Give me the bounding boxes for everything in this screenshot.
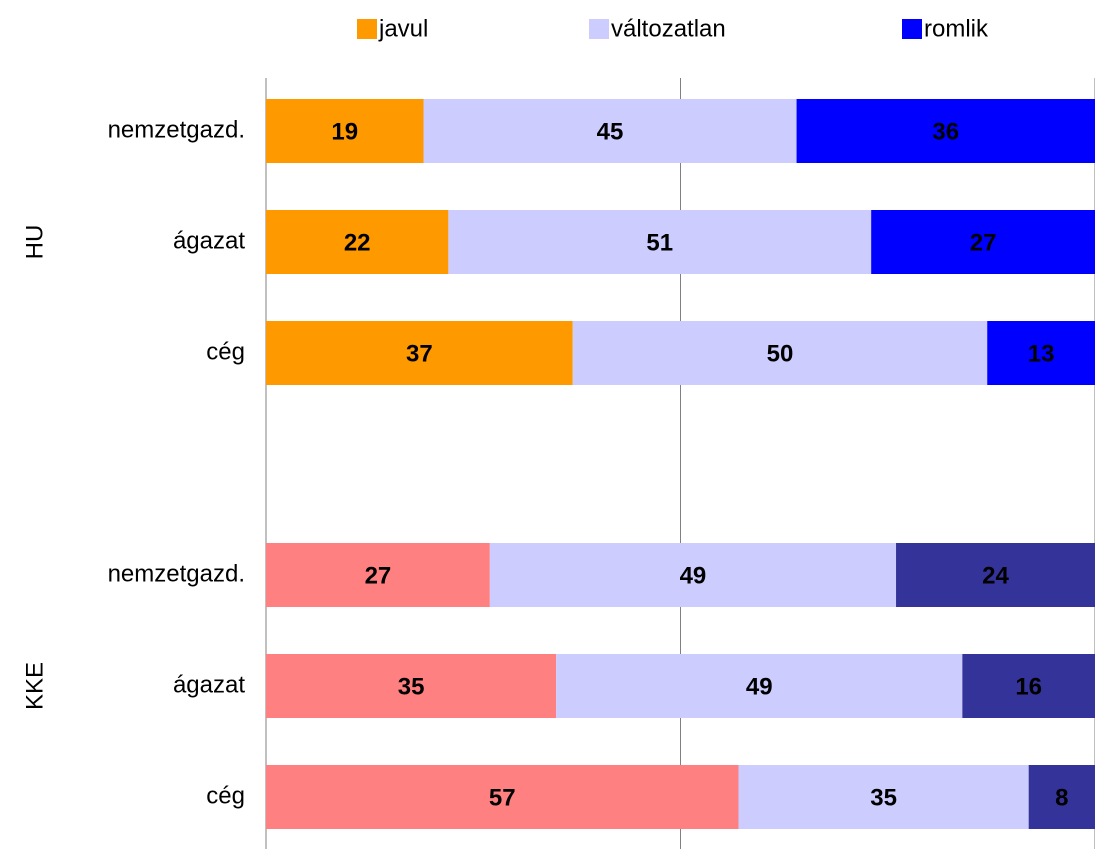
value-label: 13	[1028, 340, 1055, 367]
value-label: 19	[331, 118, 358, 145]
bar-segment	[572, 321, 988, 385]
value-label: 22	[344, 229, 371, 256]
bar-segment	[266, 321, 573, 385]
bar-segment	[489, 543, 897, 607]
value-label: 24	[982, 562, 1009, 589]
legend-swatch	[589, 19, 609, 39]
bar-segment	[896, 543, 1095, 607]
category-label: cég	[206, 782, 245, 809]
value-label: 45	[597, 118, 624, 145]
value-label: 49	[746, 673, 773, 700]
value-label: 51	[646, 229, 673, 256]
bar-segment	[266, 543, 490, 607]
value-label: 50	[767, 340, 794, 367]
bar-segment	[266, 765, 739, 829]
bar-segment	[556, 654, 963, 718]
bar-segment	[266, 210, 449, 274]
bar-segment	[1028, 765, 1095, 829]
category-label: cég	[206, 338, 245, 365]
bar-segment	[423, 99, 797, 163]
value-label: 16	[1015, 673, 1042, 700]
value-label: 8	[1055, 784, 1068, 811]
bar-segment	[871, 210, 1095, 274]
group-label: KKE	[21, 662, 48, 710]
bar-segment	[962, 654, 1095, 718]
category-label: ágazat	[173, 671, 245, 698]
value-label: 37	[406, 340, 433, 367]
value-label: 57	[489, 784, 516, 811]
legend-swatch	[357, 19, 377, 39]
value-label: 27	[365, 562, 392, 589]
bar-segment	[796, 99, 1095, 163]
category-label: nemzetgazd.	[108, 116, 245, 143]
legend-label: változatlan	[611, 15, 726, 42]
value-label: 35	[398, 673, 425, 700]
value-label: 49	[680, 562, 707, 589]
bar-segment	[266, 654, 557, 718]
category-label: nemzetgazd.	[108, 560, 245, 587]
value-label: 27	[970, 229, 997, 256]
legend-swatch	[902, 19, 922, 39]
bar-segment	[266, 99, 424, 163]
category-label: ágazat	[173, 227, 245, 254]
bar-segment	[448, 210, 872, 274]
value-label: 36	[932, 118, 959, 145]
value-label: 35	[870, 784, 897, 811]
group-label: HU	[21, 225, 48, 260]
legend-label: javul	[378, 15, 428, 42]
bar-segment	[738, 765, 1029, 829]
bar-segment	[987, 321, 1095, 385]
legend-label: romlik	[924, 15, 989, 42]
